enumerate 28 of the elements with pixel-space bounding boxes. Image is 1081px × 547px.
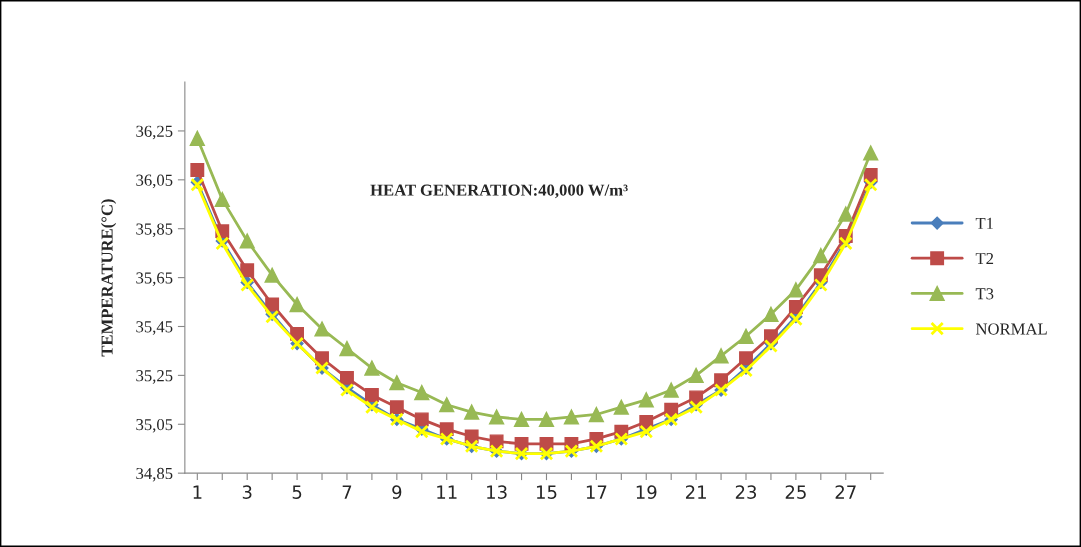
y-tick-label: 35,85: [136, 223, 173, 238]
y-tick-label: 36,05: [136, 174, 173, 189]
x-tick-label: 27: [835, 485, 856, 499]
y-tick-label: 35,65: [136, 272, 173, 286]
x-tick-label: 1: [193, 485, 202, 499]
x-tick-label: 13: [487, 485, 507, 499]
x-tick-label: 19: [636, 485, 657, 499]
y-tick-label: 36,25: [136, 125, 173, 140]
y-tick-label: 35,45: [136, 321, 173, 335]
legend-label: T2: [975, 253, 994, 265]
y-axis-title: TEMPERATURE(°C): [100, 199, 117, 357]
y-tick-label: 35,25: [136, 370, 173, 384]
legend-label: T1: [975, 217, 993, 229]
x-tick-label: 11: [437, 485, 457, 499]
x-tick-label: 15: [536, 485, 557, 499]
x-tick-label: 7: [342, 485, 352, 499]
legend-label: NORMAL: [975, 323, 1047, 335]
x-tick-label: 3: [242, 485, 252, 499]
x-tick-label: 5: [292, 485, 302, 499]
y-tick-label: 35,05: [136, 418, 173, 433]
x-tick-label: 21: [685, 485, 706, 499]
x-tick-label: 17: [586, 485, 607, 499]
legend-label: T3: [975, 288, 994, 300]
x-tick-label: 23: [735, 485, 757, 499]
x-tick-label: 9: [392, 485, 402, 499]
x-tick-label: 25: [785, 485, 806, 499]
annotation: HEAT GENERATION:40,000 W/m³: [370, 184, 628, 199]
y-tick-label: 34,85: [136, 467, 173, 482]
